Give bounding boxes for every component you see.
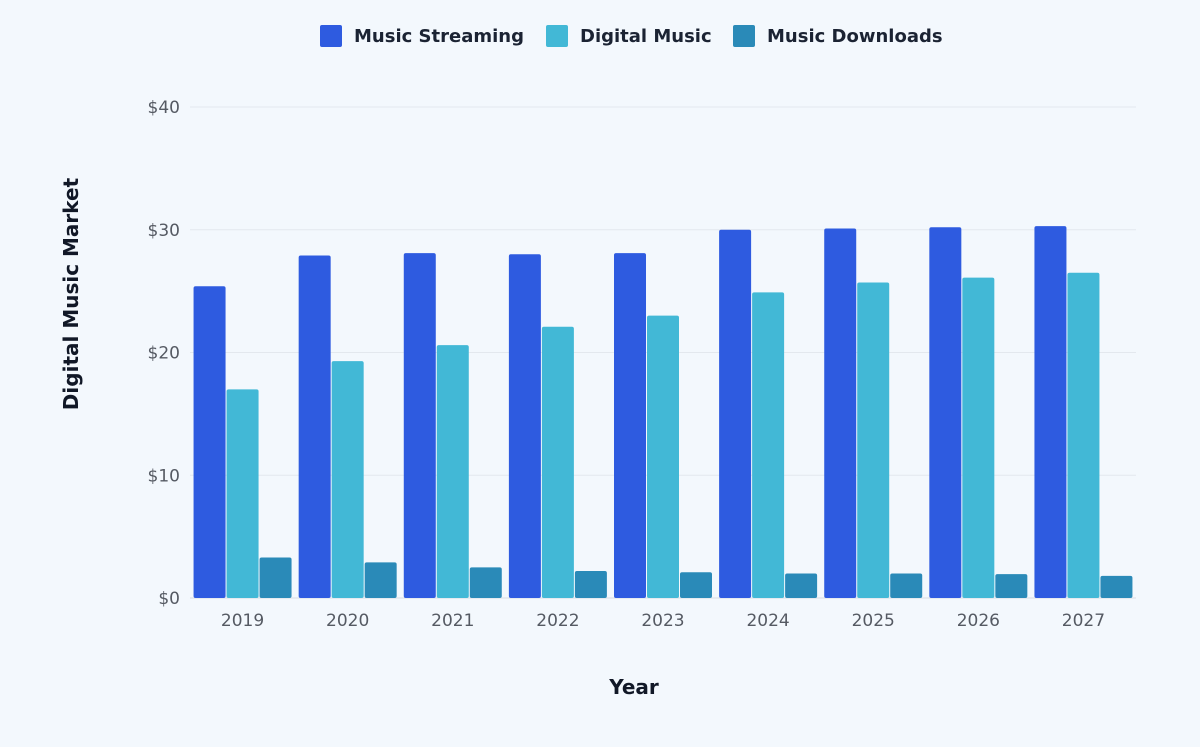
bar-digital-music-2020 [331, 361, 364, 598]
bar-digital-music-2024 [752, 292, 785, 598]
y-tick-label: $40 [148, 98, 180, 118]
x-tick-label: 2024 [746, 611, 789, 631]
y-tick-label: $10 [148, 466, 180, 486]
bar-music-downloads-2020 [364, 562, 397, 598]
x-tick-label: 2021 [431, 611, 474, 631]
bar-music-downloads-2023 [680, 572, 712, 598]
y-tick-label: $20 [148, 344, 180, 364]
bar-music-streaming-2022 [508, 254, 541, 599]
x-axis-title: Year [608, 675, 659, 699]
bar-music-downloads-2025 [890, 573, 923, 598]
x-tick-label: 2022 [536, 611, 579, 631]
x-tick-label: 2027 [1062, 611, 1105, 631]
bar-music-streaming-2025 [824, 228, 857, 598]
legend-label: Music Streaming [354, 26, 524, 47]
x-tick-label: 2023 [641, 611, 684, 631]
y-tick-label: $0 [158, 589, 180, 609]
bar-music-downloads-2027 [1100, 575, 1133, 598]
legend-swatch [546, 25, 568, 47]
bar-digital-music-2019 [226, 389, 259, 598]
bar-music-downloads-2026 [995, 574, 1028, 598]
y-axis-ticks: $0 $10 $20 $30 $40 [148, 98, 180, 609]
bar-digital-music-2025 [857, 282, 890, 598]
legend-label: Digital Music [580, 26, 712, 47]
x-tick-label: 2019 [221, 611, 264, 631]
bar-music-streaming-2019 [193, 286, 226, 598]
bar-music-streaming-2021 [403, 253, 436, 598]
bar-music-downloads-2021 [469, 567, 502, 598]
bar-digital-music-2026 [962, 277, 995, 598]
legend-label: Music Downloads [767, 26, 943, 47]
bar-music-streaming-2023 [614, 253, 646, 598]
bar-digital-music-2022 [541, 326, 574, 598]
legend-swatch [320, 25, 342, 47]
bar-digital-music-2027 [1067, 272, 1100, 598]
bar-music-downloads-2024 [785, 573, 818, 598]
bar-music-downloads-2019 [259, 557, 292, 598]
bar-music-streaming-2027 [1034, 226, 1067, 598]
x-axis-ticks: 2019 2020 2021 2022 2023 2024 2025 2026 2027 [221, 611, 1105, 631]
y-tick-label: $30 [148, 221, 180, 241]
x-tick-label: 2020 [326, 611, 369, 631]
bar-music-downloads-2022 [574, 570, 607, 598]
bar-music-streaming-2020 [298, 255, 331, 598]
bars [193, 226, 1133, 599]
bar-music-streaming-2026 [929, 227, 962, 599]
bar-digital-music-2023 [647, 315, 679, 598]
legend-swatch [733, 25, 755, 47]
legend: Music Streaming Digital Music Music Downlo… [320, 25, 943, 47]
bar-music-streaming-2024 [719, 229, 752, 598]
bar-digital-music-2021 [436, 345, 469, 598]
x-tick-label: 2026 [957, 611, 1000, 631]
y-axis-title: Digital Music Market [59, 177, 83, 410]
x-tick-label: 2025 [852, 611, 895, 631]
